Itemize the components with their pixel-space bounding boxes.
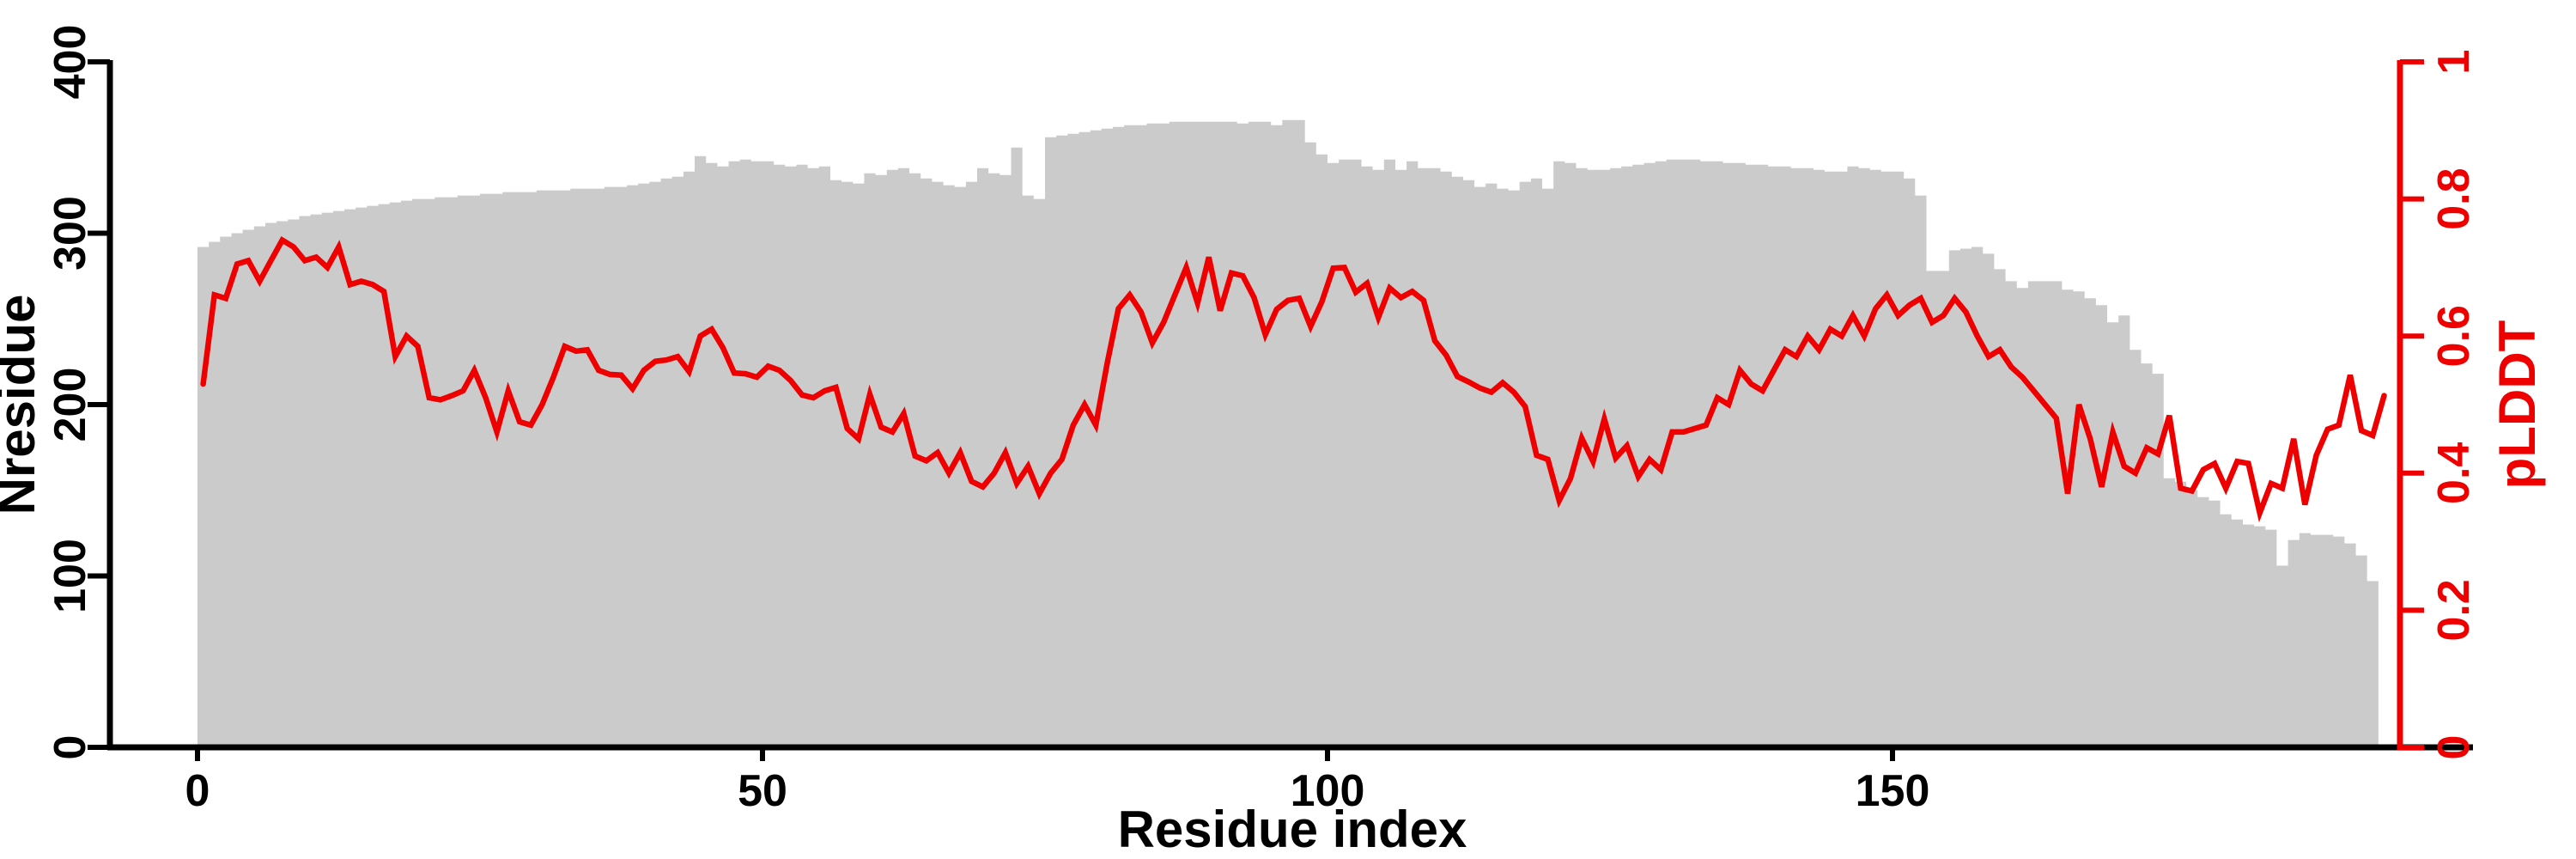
y-left-tick-label: 100 xyxy=(46,539,95,613)
y-right-tick-label: 0.6 xyxy=(2429,305,2479,367)
y-right-tick-label: 0 xyxy=(2429,735,2479,760)
x-tick-label: 100 xyxy=(1291,766,1365,816)
y-left-tick-label: 0 xyxy=(46,735,95,760)
y-right-tick-label: 0.8 xyxy=(2429,168,2479,229)
y-axis-left-title: Nresidue xyxy=(0,295,46,515)
plddt-line xyxy=(200,235,2387,523)
y-left-tick-label: 300 xyxy=(46,196,95,271)
y-right-tick-label: 1 xyxy=(2429,50,2479,75)
nresidue-area xyxy=(197,119,2379,748)
y-axis-right-title: pLDDT xyxy=(2488,320,2546,490)
axes: 0 50 100 150 0 100 200 300 400 0 0.2 0.4 0.6 0.8 1 xyxy=(46,25,2479,816)
plddt-polyline xyxy=(200,235,2387,523)
y-left-tick-label: 200 xyxy=(46,368,95,442)
x-axis-title: Residue index xyxy=(1118,801,1467,858)
x-tick-label: 50 xyxy=(738,766,787,816)
x-tick-label: 0 xyxy=(185,766,210,816)
x-tick-label: 150 xyxy=(1856,766,1930,816)
y-left-tick-label: 400 xyxy=(46,25,95,100)
y-right-tick-label: 0.2 xyxy=(2429,579,2479,641)
nresidue-bars xyxy=(197,119,2379,748)
y-right-tick-label: 0.4 xyxy=(2429,442,2479,504)
